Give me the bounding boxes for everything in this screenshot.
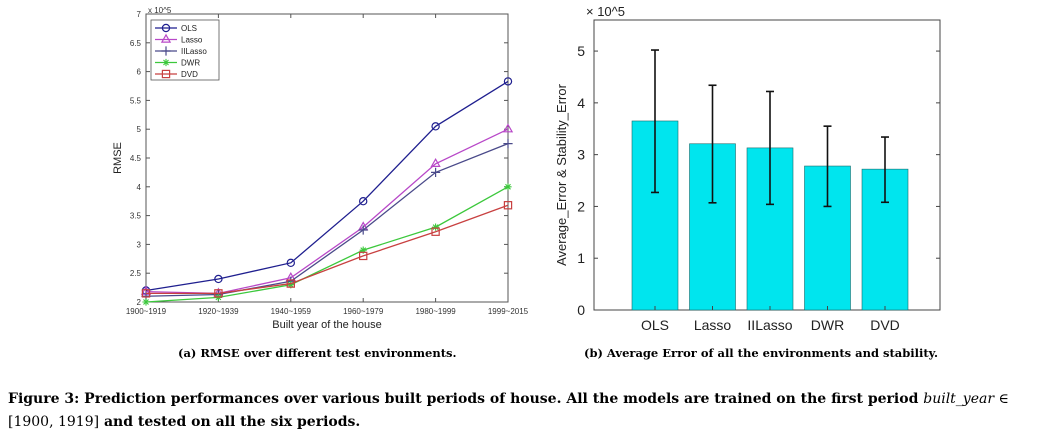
x-tick-label: 1960~1979: [343, 307, 384, 316]
series-ols: [141, 77, 513, 295]
data-point: [287, 281, 295, 289]
legend-label: DWR: [181, 59, 200, 68]
y-tick-label: 2: [137, 298, 142, 307]
y-tick-label: 5.5: [130, 96, 142, 105]
y-axis-label: Average_Error & Stability_Error: [554, 83, 569, 266]
bar-group-dvd: [861, 136, 909, 311]
series-dvd: [141, 201, 513, 298]
y-tick-label: 1: [577, 250, 585, 266]
x-tick-label: IILasso: [747, 317, 792, 333]
subcaption-b: (b) Average Error of all the environment…: [584, 346, 939, 360]
y-tick-label: 3: [577, 147, 585, 163]
y-tick-label: 4.5: [130, 154, 142, 163]
y-axis-label: RMSE: [112, 142, 124, 174]
y-tick-label: 5: [577, 43, 585, 59]
series-line: [146, 204, 509, 295]
data-point: [286, 279, 295, 288]
y-tick-label: 4: [577, 95, 585, 111]
y-tick-label: 2.5: [130, 269, 142, 278]
y-tick-label: 2: [577, 198, 585, 214]
x-tick-label: Lasso: [694, 317, 732, 333]
data-point: [359, 251, 368, 261]
y-tick-label: 5: [137, 125, 142, 134]
series-line: [145, 142, 509, 297]
legend-label: IILasso: [181, 47, 207, 56]
data-point: [503, 201, 513, 210]
data-point: [432, 223, 440, 231]
data-point: [359, 196, 368, 206]
bar-group-ols: [631, 49, 679, 311]
data-point: [502, 123, 514, 133]
y-tick-label: 3.5: [130, 212, 142, 221]
legend-label: Lasso: [181, 36, 203, 45]
data-point: [430, 157, 441, 167]
y-tick-label: 7: [137, 10, 142, 19]
data-point: [504, 183, 512, 191]
data-point: [431, 227, 440, 236]
y-exponent-label: x 10^5: [148, 6, 172, 15]
figure-caption-variable: built_year: [923, 391, 995, 407]
data-point: [431, 167, 441, 177]
x-tick-label: DVD: [870, 317, 900, 333]
data-point: [431, 122, 440, 131]
data-point: [214, 289, 223, 298]
legend: OLS Lasso IILasso DWR DVD: [150, 19, 220, 81]
y-tick-label: 0: [577, 302, 585, 318]
series-line: [145, 80, 509, 292]
data-point: [286, 258, 295, 268]
data-point: [359, 246, 367, 254]
x-tick-label: 1980~1999: [415, 307, 456, 316]
y-tick-label: 6.5: [130, 39, 142, 48]
series-line: [145, 186, 509, 303]
legend-marker: [161, 23, 171, 33]
figure-caption-text-end: and tested on all the six periods.: [99, 414, 361, 430]
subcaption-a: (a) RMSE over different test environment…: [178, 346, 457, 360]
figure-caption-text: Figure 3: Prediction performances over v…: [8, 391, 924, 407]
x-tick-label: DWR: [811, 317, 844, 333]
x-axis-label: Built year of the house: [272, 319, 381, 331]
x-tick-label: 1920~1939: [198, 307, 239, 316]
data-point: [214, 274, 223, 284]
x-tick-label: OLS: [641, 317, 669, 333]
legend-marker: [160, 33, 172, 43]
y-tick-label: 6: [137, 68, 142, 77]
rmse-line-chart: 2 2.5 3 3.5 4 4.5 5 5.5 6 6.5 7 1900~1919 1920~1939 1…: [112, 6, 529, 331]
figure-caption-interval: [1900, 1919]: [8, 414, 100, 430]
x-tick-label: 1999~2015: [488, 307, 529, 316]
figure-caption: Figure 3: Prediction performances over v…: [8, 388, 1058, 434]
data-point: [141, 289, 151, 298]
legend-label: OLS: [181, 24, 197, 33]
data-point: [503, 77, 513, 86]
figure-caption-symbol: ∈: [994, 391, 1009, 407]
data-point: [142, 298, 150, 306]
y-tick-label: 3: [137, 240, 142, 249]
legend-marker: [162, 58, 170, 67]
x-tick-label: 1900~1919: [126, 307, 167, 316]
x-tick-label: 1940~1959: [271, 307, 312, 316]
data-point: [358, 225, 368, 235]
y-tick-label: 4: [137, 183, 142, 192]
bar-group-iilasso: [746, 90, 794, 311]
y-exponent-label: × 10^5: [586, 4, 625, 19]
data-point: [503, 139, 513, 149]
bar-group-dwr: [804, 125, 851, 311]
legend-marker: [161, 69, 171, 79]
bar-group-lasso: [689, 84, 736, 311]
average-error-bar-chart: 0 1 2 3 4 5 × 10^5 Average_Error & Stability_Er…: [554, 4, 941, 333]
legend-marker: [161, 46, 171, 56]
legend-label: DVD: [181, 70, 198, 79]
